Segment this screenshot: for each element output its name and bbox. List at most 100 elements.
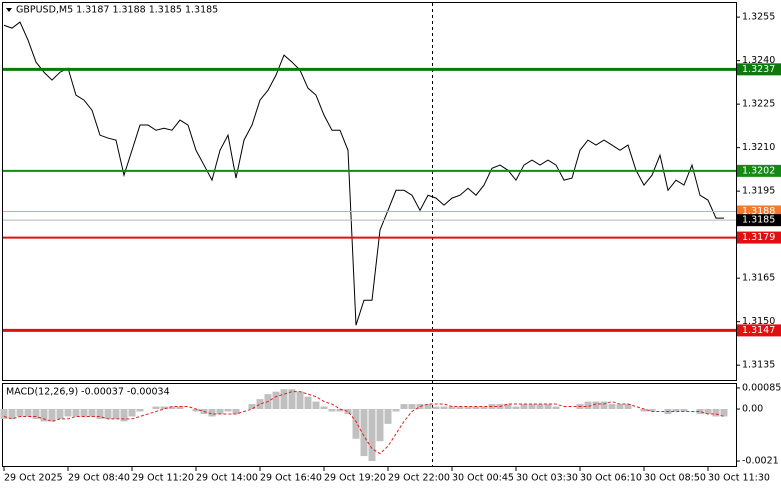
- level-label: 1.3188: [742, 206, 775, 217]
- macd-bar: [80, 409, 88, 417]
- macd-bar: [368, 409, 376, 462]
- macd-bar: [552, 406, 560, 410]
- macd-bar: [624, 404, 632, 410]
- x-tick-label: 29 Oct 16:40: [260, 473, 322, 484]
- level-label: 1.3179: [742, 232, 775, 243]
- macd-bar: [48, 409, 56, 422]
- macd-bar: [648, 409, 656, 412]
- macd-bar: [544, 404, 552, 410]
- x-tick-label: 30 Oct 08:50: [644, 473, 706, 484]
- y-tick-label: 1.3210: [742, 142, 775, 153]
- macd-bar: [216, 409, 224, 414]
- level-label-box: [737, 164, 781, 177]
- macd-bar: [224, 409, 232, 412]
- x-tick-label: 30 Oct 03:30: [516, 473, 578, 484]
- macd-bar: [160, 406, 168, 410]
- chart-title: GBPUSD,M5 1.3187 1.3188 1.3185 1.3185: [16, 5, 218, 16]
- x-tick-label: 29 Oct 11:20: [132, 473, 194, 484]
- macd-bar: [16, 409, 24, 417]
- macd-bar: [96, 409, 104, 419]
- macd-bar: [168, 406, 176, 410]
- macd-title: MACD(12,26,9) -0.00037 -0.00034: [6, 387, 170, 398]
- level-label: 1.3202: [742, 165, 775, 176]
- y-tick-label: 1.3225: [742, 99, 775, 110]
- macd-bar: [432, 406, 440, 410]
- x-tick-label: 29 Oct 19:20: [324, 473, 386, 484]
- level-label-box: [737, 214, 781, 227]
- macd-bar: [288, 389, 296, 410]
- macd-bar: [720, 409, 728, 417]
- macd-bar: [272, 391, 280, 410]
- y-tick-label: 0.00: [742, 404, 763, 415]
- macd-bar: [344, 409, 352, 414]
- macd-bar: [520, 404, 528, 410]
- level-label: 1.3237: [742, 64, 775, 75]
- macd-bar: [392, 409, 400, 412]
- y-tick-label: 1.3240: [742, 55, 775, 66]
- macd-bar: [480, 406, 488, 410]
- menu-arrow: [6, 8, 12, 12]
- macd-bar: [8, 409, 16, 419]
- y-tick-label: 1.3255: [742, 12, 775, 23]
- macd-bar: [408, 404, 416, 410]
- macd-bar: [72, 409, 80, 417]
- macd-bar: [424, 404, 432, 410]
- macd-bar: [280, 389, 288, 410]
- macd-bar: [680, 409, 688, 412]
- macd-bar: [504, 404, 512, 410]
- x-tick-label: 30 Oct 06:10: [580, 473, 642, 484]
- x-tick-label: 29 Oct 08:40: [68, 473, 130, 484]
- x-tick-label: 29 Oct 22:00: [388, 473, 450, 484]
- level-label: 1.3147: [742, 325, 775, 336]
- macd-bar: [712, 409, 720, 417]
- macd-bar: [536, 404, 544, 410]
- level-label-box: [737, 231, 781, 244]
- macd-bar: [328, 409, 336, 412]
- macd-bar: [208, 409, 216, 417]
- y-tick-label: 1.3150: [742, 316, 775, 327]
- macd-bar: [400, 404, 408, 410]
- macd-bar: [120, 409, 128, 422]
- macd-bar: [320, 406, 328, 410]
- macd-bar: [616, 404, 624, 410]
- macd-bar: [336, 409, 344, 412]
- macd-bar: [376, 409, 384, 442]
- macd-bar: [640, 409, 648, 412]
- y-tick-label: 1.3165: [742, 273, 775, 284]
- macd-bar: [152, 406, 160, 410]
- macd-bar: [472, 406, 480, 410]
- macd-bar: [136, 409, 144, 412]
- macd-bar: [232, 409, 240, 414]
- signal-line: [3, 391, 725, 455]
- x-tick-label: 30 Oct 00:45: [452, 473, 514, 484]
- macd-bar: [672, 409, 680, 412]
- macd-bar: [304, 396, 312, 410]
- macd-bar: [88, 409, 96, 417]
- macd-bar: [360, 409, 368, 457]
- macd-bar: [56, 409, 64, 419]
- macd-bar: [24, 409, 32, 417]
- macd-bar: [40, 409, 48, 422]
- macd-bar: [192, 409, 200, 412]
- macd-bar: [440, 406, 448, 410]
- level-label-box: [737, 324, 781, 337]
- macd-bar: [416, 404, 424, 410]
- x-tick-label: 29 Oct 14:00: [196, 473, 258, 484]
- macd-bar: [104, 409, 112, 419]
- macd-bar: [464, 406, 472, 410]
- macd-panel: [2, 383, 737, 467]
- macd-bar: [312, 401, 320, 410]
- macd-bar: [512, 406, 520, 410]
- macd-bar: [256, 399, 264, 410]
- macd-bar: [456, 406, 464, 410]
- macd-bar: [608, 404, 616, 410]
- y-tick-label: 1.3195: [742, 186, 775, 197]
- macd-bar: [352, 409, 360, 439]
- level-label-box: [737, 63, 781, 76]
- y-tick-label: 1.3135: [742, 360, 775, 371]
- macd-bar: [128, 409, 136, 417]
- macd-bar: [32, 409, 40, 419]
- macd-bar: [584, 401, 592, 410]
- macd-bar: [64, 409, 72, 417]
- macd-bar: [600, 401, 608, 410]
